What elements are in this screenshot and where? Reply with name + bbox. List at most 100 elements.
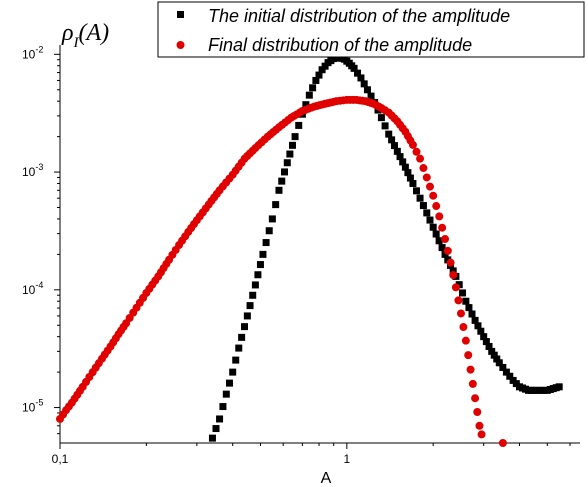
data-point-initial bbox=[390, 142, 398, 150]
data-point-initial bbox=[238, 333, 246, 341]
data-point-initial bbox=[246, 302, 254, 310]
data-point-initial bbox=[480, 333, 488, 341]
data-point-initial bbox=[259, 250, 267, 258]
data-point-initial bbox=[419, 202, 427, 210]
data-point-initial bbox=[441, 250, 449, 258]
x-axis-title: A bbox=[321, 470, 332, 487]
data-point-initial bbox=[212, 425, 220, 433]
data-point-initial bbox=[216, 415, 224, 423]
data-point-initial bbox=[309, 84, 317, 92]
data-point-initial bbox=[278, 177, 286, 185]
data-point-initial bbox=[377, 114, 385, 122]
data-point-final bbox=[477, 430, 486, 439]
data-point-final bbox=[456, 309, 465, 318]
data-point-initial bbox=[502, 368, 510, 376]
data-point-initial bbox=[493, 355, 501, 363]
data-point-initial bbox=[432, 230, 440, 238]
data-point-final bbox=[473, 408, 482, 417]
y-tick-label: 10-3 bbox=[22, 162, 43, 179]
data-point-initial bbox=[312, 76, 320, 84]
data-point-initial bbox=[406, 174, 414, 182]
data-point-initial bbox=[388, 136, 396, 144]
data-point-initial bbox=[385, 130, 393, 138]
legend-marker-initial bbox=[177, 11, 184, 18]
data-point-final bbox=[422, 173, 431, 182]
data-point-initial bbox=[499, 363, 507, 371]
data-point-initial bbox=[251, 281, 259, 289]
data-point-initial bbox=[396, 153, 404, 161]
data-point-initial bbox=[401, 163, 409, 171]
data-point-final bbox=[468, 379, 477, 388]
data-point-initial bbox=[243, 312, 251, 320]
data-point-initial bbox=[254, 271, 262, 279]
data-point-initial bbox=[275, 186, 283, 194]
x-ticks-group: 0,1 1 bbox=[52, 443, 571, 466]
data-point-initial bbox=[265, 227, 273, 235]
data-point-initial bbox=[360, 80, 368, 88]
data-point-initial bbox=[318, 66, 326, 74]
data-point-final bbox=[449, 270, 458, 279]
data-point-initial bbox=[208, 434, 216, 442]
data-point-initial bbox=[506, 372, 514, 380]
data-point-initial bbox=[235, 344, 243, 352]
data-point-initial bbox=[225, 379, 233, 387]
data-point-initial bbox=[468, 310, 476, 318]
data-point-final bbox=[435, 212, 444, 221]
data-point-final bbox=[412, 147, 421, 156]
data-point-initial bbox=[232, 356, 240, 364]
data-point-final bbox=[446, 258, 455, 267]
y-axis-title-main: ρ bbox=[61, 20, 74, 46]
data-point-initial bbox=[465, 304, 473, 312]
data-point-initial bbox=[474, 322, 482, 330]
data-point-initial bbox=[286, 150, 294, 158]
data-point-initial bbox=[404, 169, 412, 177]
data-point-initial bbox=[435, 237, 443, 245]
data-point-initial bbox=[249, 291, 257, 299]
data-point-initial bbox=[262, 239, 270, 247]
data-point-final bbox=[443, 246, 452, 255]
data-point-initial bbox=[429, 223, 437, 231]
legend: The initial distribution of the amplitud… bbox=[157, 1, 585, 58]
data-point-final bbox=[454, 296, 463, 305]
data-point-initial bbox=[256, 261, 264, 269]
data-point-initial bbox=[350, 64, 358, 72]
y-ticks-group: 10-5 10-4 10-3 10-2 bbox=[22, 44, 60, 435]
data-point-initial bbox=[219, 403, 227, 411]
legend-marker-final bbox=[176, 41, 185, 49]
series-1 bbox=[56, 95, 507, 447]
data-point-final bbox=[429, 191, 438, 200]
data-point-initial bbox=[462, 297, 470, 305]
data-point-final bbox=[425, 182, 434, 191]
data-point-initial bbox=[229, 368, 237, 376]
data-point-initial bbox=[412, 187, 420, 195]
data-point-initial bbox=[459, 289, 467, 297]
data-point-final bbox=[464, 351, 473, 360]
data-point-initial bbox=[363, 86, 371, 94]
legend-label-initial: The initial distribution of the amplitud… bbox=[208, 6, 510, 26]
data-point-final bbox=[432, 202, 441, 211]
data-point-final bbox=[451, 283, 460, 292]
data-point-initial bbox=[416, 194, 424, 202]
y-axis-title-arg: (A) bbox=[79, 20, 110, 46]
data-point-final bbox=[441, 235, 450, 244]
data-point-initial bbox=[357, 74, 365, 82]
data-point-initial bbox=[495, 359, 503, 367]
data-point-initial bbox=[438, 244, 446, 252]
data-point-initial bbox=[482, 338, 490, 346]
data-point-initial bbox=[222, 390, 230, 398]
data-point-final bbox=[466, 365, 475, 374]
legend-label-final: Final distribution of the amplitude bbox=[208, 35, 472, 55]
data-point-initial bbox=[321, 62, 329, 70]
y-tick-label: 10-4 bbox=[22, 280, 43, 297]
data-point-initial bbox=[485, 342, 493, 350]
data-point-initial bbox=[354, 69, 362, 77]
data-point-initial bbox=[555, 383, 563, 391]
data-point-final bbox=[459, 323, 468, 332]
data-point-initial bbox=[455, 281, 463, 289]
data-point-initial bbox=[268, 215, 276, 223]
y-tick-label: 10-5 bbox=[22, 398, 43, 415]
data-point-initial bbox=[399, 158, 407, 166]
data-point-initial bbox=[409, 179, 417, 187]
y-axis-title: ρI(A) bbox=[61, 20, 109, 51]
